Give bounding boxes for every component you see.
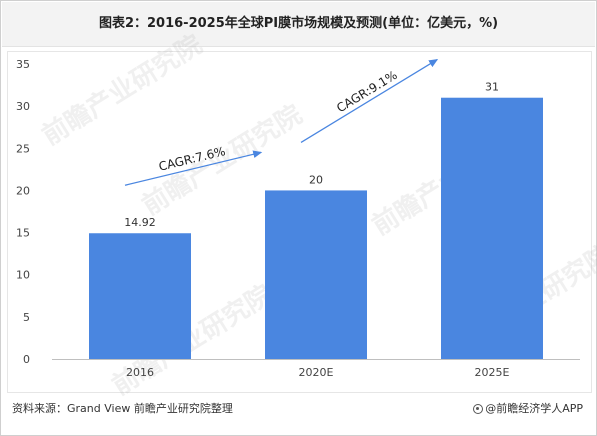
- data-label: 14.92: [124, 216, 156, 229]
- data-label: 20: [309, 173, 323, 186]
- y-tick-label: 30: [16, 100, 30, 113]
- bar: [265, 190, 367, 359]
- bar: [89, 233, 191, 359]
- y-tick-label: 10: [16, 269, 30, 282]
- chart-title: 图表2：2016-2025年全球PI膜市场规模及预测(单位：亿美元，%): [98, 16, 499, 31]
- brand-credit: @前瞻经济学人APP: [473, 400, 583, 416]
- y-tick-label: 20: [16, 184, 30, 197]
- y-tick-label: 5: [23, 311, 30, 324]
- cagr-label: CAGR:9.1%: [334, 68, 400, 115]
- y-tick-label: 0: [23, 353, 30, 366]
- x-tick-label: 2020E: [299, 366, 334, 379]
- cagr-arrow: [124, 150, 263, 186]
- x-tick-label: 2016: [126, 366, 154, 379]
- y-tick-label: 35: [16, 58, 30, 71]
- source-note: 资料来源：Grand View 前瞻产业研究院整理: [12, 402, 233, 415]
- cagr-arrow: [300, 59, 439, 143]
- brand-text: @前瞻经济学人APP: [485, 402, 583, 415]
- bar: [441, 97, 543, 359]
- brand-logo-icon: [473, 404, 484, 414]
- x-tick-label: 2025E: [475, 366, 510, 379]
- data-label: 31: [485, 81, 499, 94]
- plot-area-border: [7, 51, 592, 393]
- y-tick-label: 15: [16, 227, 30, 240]
- title-bar: 图表2：2016-2025年全球PI膜市场规模及预测(单位：亿美元，%): [2, 2, 595, 47]
- y-tick-label: 25: [16, 142, 30, 155]
